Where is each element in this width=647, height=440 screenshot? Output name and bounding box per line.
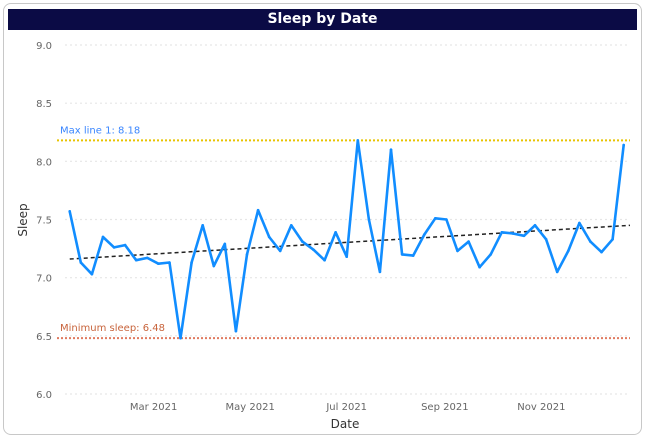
y-tick-label: 7.5 (36, 216, 52, 227)
data-point[interactable] (334, 230, 337, 234)
data-point[interactable] (434, 217, 437, 220)
data-point[interactable] (456, 249, 459, 253)
x-axis-ticks: Mar 2021 May 2021 Jul 2021 Sep 2021 Nov 2021 (130, 402, 566, 413)
data-point[interactable] (112, 246, 116, 249)
data-point[interactable] (278, 249, 282, 253)
data-point[interactable] (367, 218, 371, 221)
data-point[interactable] (145, 256, 149, 260)
data-point[interactable] (301, 240, 304, 243)
data-point[interactable] (312, 248, 315, 252)
data-point[interactable] (68, 210, 72, 213)
data-point[interactable] (157, 262, 160, 266)
data-point[interactable] (566, 249, 570, 253)
y-tick-label: 7.0 (36, 274, 52, 285)
reference-lines: Max line 1: 8.18 Minimum sleep: 6.48 (57, 125, 630, 340)
data-point[interactable] (323, 258, 326, 262)
data-point[interactable] (134, 258, 138, 262)
x-tick-label: May 2021 (226, 402, 275, 413)
x-axis-title: Date (331, 417, 360, 431)
x-tick-label: Mar 2021 (130, 402, 178, 413)
data-point[interactable] (79, 261, 83, 264)
data-point[interactable] (168, 261, 171, 264)
y-tick-label: 8.5 (36, 99, 52, 110)
y-axis-ticks: 6.0 6.5 7.0 7.5 8.0 8.5 9.0 (36, 41, 52, 401)
x-tick-label: Jul 2021 (325, 402, 367, 413)
series-line (68, 139, 626, 340)
y-tick-label: 9.0 (36, 41, 52, 52)
data-point[interactable] (223, 242, 227, 246)
y-tick-label: 6.0 (36, 390, 52, 401)
data-point[interactable] (90, 272, 94, 276)
data-point[interactable] (467, 240, 470, 243)
data-point[interactable] (267, 235, 271, 239)
chart-title: Sleep by Date (8, 9, 637, 30)
gridlines (65, 44, 630, 395)
data-point[interactable] (389, 148, 393, 151)
reference-line-label: Max line 1: 8.18 (60, 125, 140, 136)
data-point[interactable] (179, 336, 182, 340)
data-point[interactable] (234, 329, 238, 333)
data-point[interactable] (589, 240, 592, 243)
x-tick-label: Sep 2021 (421, 402, 468, 413)
data-point[interactable] (555, 270, 559, 274)
trend-line-group (69, 224, 631, 260)
data-point[interactable] (600, 250, 603, 254)
data-point[interactable] (378, 270, 382, 274)
data-point[interactable] (101, 235, 105, 239)
trend-line (69, 224, 631, 260)
x-tick-label: Nov 2021 (517, 402, 565, 413)
data-point[interactable] (256, 208, 260, 212)
data-point[interactable] (290, 224, 293, 227)
data-point[interactable] (201, 224, 204, 227)
y-tick-label: 8.0 (36, 157, 52, 168)
data-point[interactable] (445, 218, 448, 221)
data-point[interactable] (544, 237, 548, 241)
y-axis-title: Sleep (16, 203, 30, 236)
data-point[interactable] (611, 237, 614, 241)
data-point[interactable] (533, 224, 537, 227)
data-point[interactable] (400, 253, 404, 256)
data-point[interactable] (478, 265, 481, 269)
reference-line-label: Minimum sleep: 6.48 (60, 323, 165, 334)
data-point[interactable] (411, 254, 415, 257)
data-point[interactable] (489, 253, 493, 256)
data-point[interactable] (500, 230, 504, 234)
data-point[interactable] (622, 143, 625, 147)
data-point[interactable] (356, 139, 360, 142)
data-point[interactable] (422, 233, 426, 236)
data-point[interactable] (522, 234, 526, 238)
data-point[interactable] (190, 261, 193, 264)
data-point[interactable] (511, 232, 515, 235)
data-point[interactable] (578, 221, 581, 225)
series-group (68, 139, 626, 340)
data-point[interactable] (212, 264, 216, 268)
data-point[interactable] (245, 253, 249, 256)
y-tick-label: 6.5 (36, 332, 52, 343)
data-point[interactable] (345, 255, 349, 259)
data-point[interactable] (123, 243, 127, 247)
